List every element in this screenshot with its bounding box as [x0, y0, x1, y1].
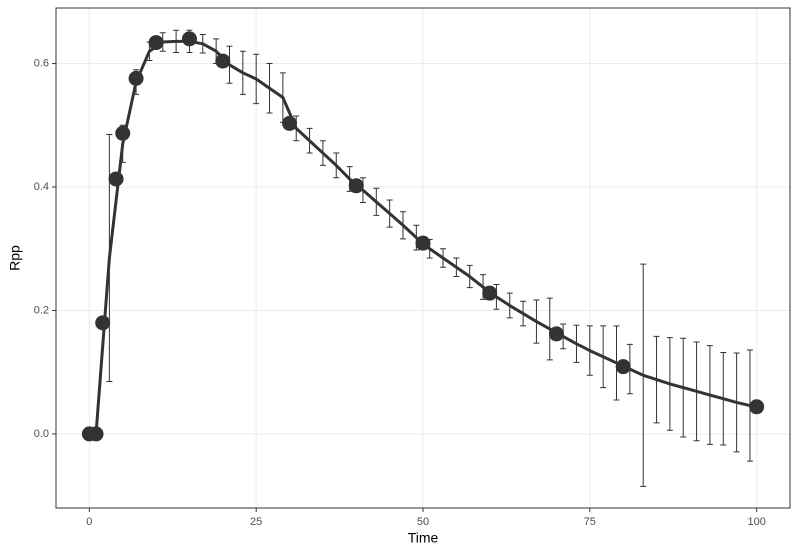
x-tick-label: 0 [86, 516, 92, 528]
point [148, 35, 164, 51]
point [415, 235, 431, 251]
y-axis-title: Rpp [7, 245, 23, 271]
x-axis-title: Time [408, 530, 439, 546]
y-tick-label: 0.0 [34, 428, 49, 440]
point [615, 359, 631, 375]
point [128, 70, 144, 86]
point [95, 315, 111, 331]
point [282, 115, 298, 131]
point [749, 399, 765, 415]
point [482, 285, 498, 301]
y-tick-label: 0.2 [34, 304, 49, 316]
x-tick-label: 75 [584, 516, 596, 528]
x-tick-label: 25 [250, 516, 262, 528]
y-tick-label: 0.4 [34, 181, 49, 193]
point [215, 53, 231, 69]
point [181, 31, 197, 47]
x-tick-label: 50 [417, 516, 429, 528]
point [348, 178, 364, 194]
point [548, 326, 564, 342]
x-tick-label: 100 [747, 516, 765, 528]
panel-border [55, 7, 791, 509]
point [88, 426, 104, 442]
point [115, 125, 131, 141]
y-tick-label: 0.6 [34, 57, 49, 69]
point [108, 171, 124, 187]
